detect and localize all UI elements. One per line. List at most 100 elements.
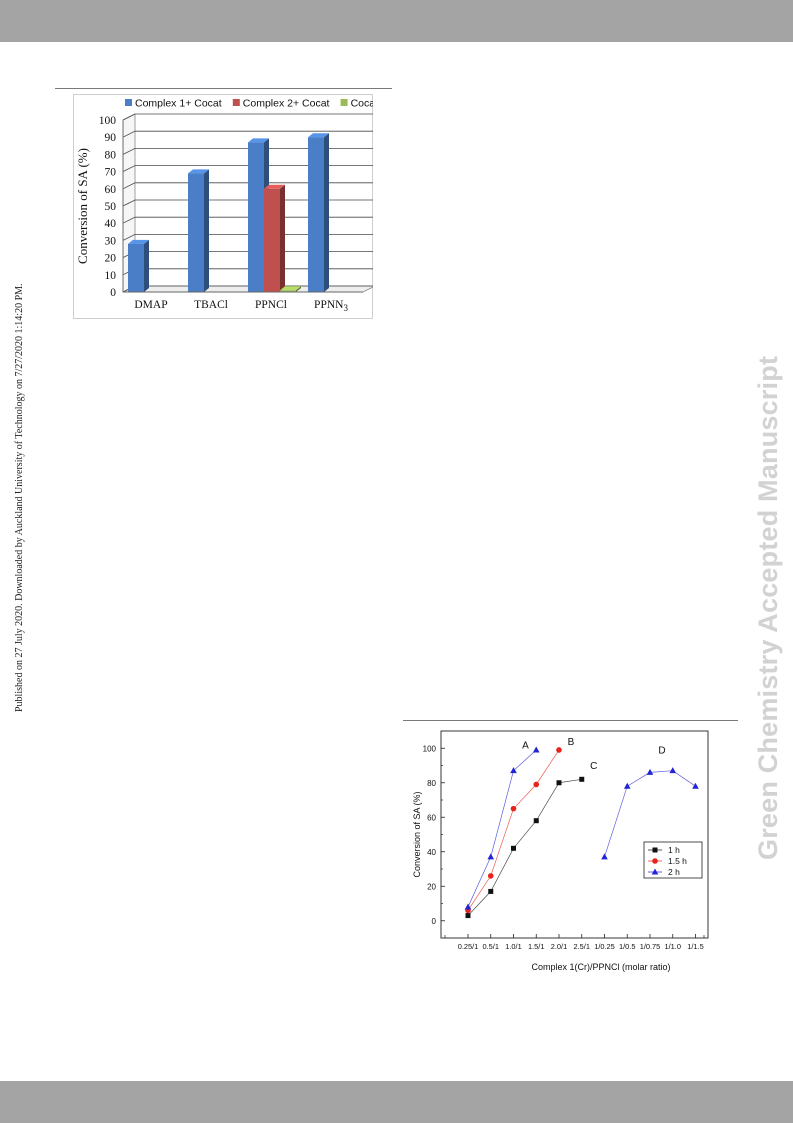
bar [188, 173, 204, 292]
publication-sidebar: Published on 27 July 2020. Downloaded by… [14, 283, 25, 712]
gridline [122, 113, 373, 121]
plot-frame [440, 730, 709, 939]
y-tick-label: 40 [427, 848, 436, 857]
x-tick-label: 1.0/1 [505, 942, 521, 951]
data-point-triangle [669, 767, 677, 774]
x-tick-label: 0.5/1 [483, 942, 499, 951]
y-axis-title: Conversion of SA (%) [75, 148, 90, 264]
bar-top [188, 169, 209, 174]
y-tick-label: 100 [423, 744, 437, 753]
line-chart-figure: 0 20 40 60 80 100 0.25/1 0.5/1 1.0/1 1.5/1 2.0/1 2.… [408, 728, 720, 980]
data-point-square [579, 776, 585, 782]
bar-top [280, 286, 301, 291]
data-point-square [465, 913, 471, 919]
bar [248, 142, 264, 292]
bar-top [264, 184, 285, 189]
x-axis-title: Complex 1(Cr)/PPNCl (molar ratio) [531, 962, 670, 972]
gridline [122, 233, 373, 241]
series-line [467, 749, 537, 908]
data-point-circle [652, 858, 658, 864]
y-tick-label: 80 [427, 779, 436, 788]
bar-side [144, 239, 149, 292]
data-point-triangle [651, 868, 659, 875]
y-tick-label: 100 [99, 115, 117, 127]
gridline [122, 182, 373, 190]
legend-label: 1 h [668, 845, 680, 855]
curve-annotation: A [522, 740, 529, 751]
y-tick-label: 80 [105, 149, 117, 161]
legend-swatch [340, 99, 348, 106]
y-tick-label: 60 [105, 184, 117, 196]
curve-annotation: C [590, 761, 597, 772]
line-chart: 0 20 40 60 80 100 0.25/1 0.5/1 1.0/1 1.5/1 2.0/1 2.… [412, 730, 709, 972]
x-tick-label: 1/1.5 [687, 942, 703, 951]
legend-label: Complex 1+ Cocat [135, 98, 222, 110]
bar-side [296, 286, 301, 292]
legend-label: 2 h [668, 867, 680, 877]
x-tick-label: 1/0.5 [619, 942, 635, 951]
data-point-square [511, 845, 516, 851]
y-tick-label: 0 [110, 287, 116, 299]
legend-label: Complex 2+ Cocat [243, 98, 330, 110]
bar [264, 188, 280, 292]
legend-label: Cocat [351, 98, 373, 110]
legend-label: 1.5 h [668, 856, 687, 866]
bar [308, 137, 324, 292]
y-tick-label: 20 [427, 882, 436, 891]
bar-chart: 0 10 20 30 40 50 60 70 80 90 100 Conversion of SA (… [73, 94, 373, 319]
gridline [122, 165, 373, 172]
y-tick-label: 20 [105, 253, 117, 265]
x-category-label: TBACl [194, 299, 228, 311]
data-point-circle [533, 781, 540, 788]
manuscript-watermark: Green Chemistry Accepted Manuscript [753, 355, 783, 860]
footer-band [0, 1081, 793, 1123]
legend-swatch [125, 99, 132, 106]
gridline [122, 216, 373, 224]
y-tick-label: 50 [105, 201, 117, 213]
data-point-square [533, 818, 539, 824]
bar-side [204, 169, 209, 292]
y-tick-label: 60 [427, 813, 436, 822]
bar-side [280, 184, 285, 292]
x-tick-label: 1/0.75 [640, 942, 661, 951]
y-tick-label: 0 [432, 917, 437, 926]
bar-side [324, 133, 329, 292]
legend-swatch [232, 99, 240, 106]
x-tick-label: 1/1.0 [665, 942, 681, 951]
x-category-label: PPNN3 [314, 299, 348, 313]
y-tick-label: 10 [105, 270, 117, 282]
data-point-square [652, 847, 658, 853]
x-category-label: PPNCl [255, 299, 287, 311]
data-point-circle [487, 873, 494, 879]
x-category-label: DMAP [134, 299, 167, 311]
data-point-circle [556, 747, 562, 753]
data-point-triangle [692, 782, 699, 789]
x-tick-label: 2.0/1 [551, 942, 567, 951]
data-point-triangle [510, 767, 517, 774]
y-tick-label: 90 [105, 132, 117, 144]
curve-annotation: B [568, 737, 575, 748]
x-tick-label: 1.5/1 [528, 942, 544, 951]
y-tick-label: 40 [105, 218, 117, 230]
curve-annotation: D [658, 745, 665, 756]
x-tick-label: 2.5/1 [574, 942, 590, 951]
x-tick-label: 0.25/1 [458, 942, 479, 951]
bar-top [248, 138, 269, 143]
y-tick-label: 30 [105, 235, 117, 247]
x-tick-label: 1/0.25 [594, 942, 615, 951]
data-point-triangle [601, 853, 608, 860]
figure-1-top-rule [55, 88, 392, 89]
gridline [122, 199, 373, 207]
series-line [467, 778, 582, 916]
data-point-triangle [623, 782, 631, 789]
data-point-triangle [646, 768, 654, 775]
bar-chart-figure: 0 10 20 30 40 50 60 70 80 90 100 Conversion of SA (… [73, 94, 373, 319]
data-point-triangle [532, 746, 540, 753]
data-point-triangle [487, 853, 495, 860]
data-point-square [556, 780, 562, 786]
bar [128, 243, 144, 292]
bar-top [128, 239, 149, 244]
gridline [122, 130, 373, 138]
gridline [122, 148, 373, 155]
header-band [0, 0, 793, 42]
